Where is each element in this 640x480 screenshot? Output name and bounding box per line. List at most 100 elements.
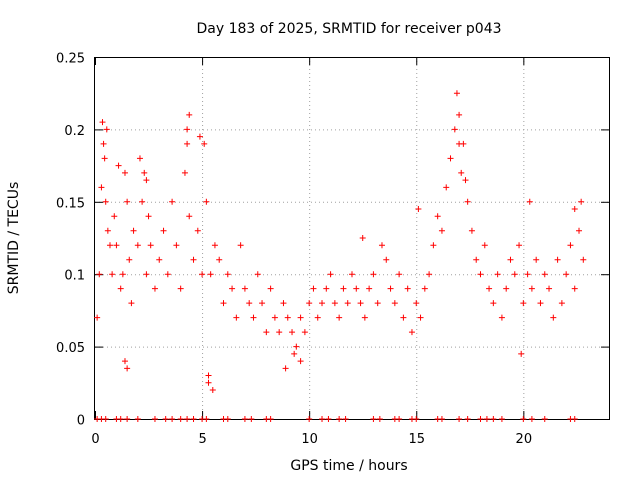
data-point: [181, 169, 188, 176]
data-point: [224, 271, 231, 278]
zero-level-point: [376, 416, 383, 422]
data-point: [443, 184, 450, 191]
data-point: [280, 300, 287, 307]
data-point: [190, 256, 197, 263]
data-point: [447, 155, 454, 162]
plot-frame: [94, 57, 610, 420]
zero-level-point: [134, 416, 141, 422]
zero-level-point: [413, 416, 420, 422]
data-point: [186, 111, 193, 118]
data-point: [563, 271, 570, 278]
chart-title: Day 183 of 2025, SRMTID for receiver p04…: [196, 21, 501, 37]
zero-level-point: [325, 416, 332, 422]
data-point: [396, 271, 403, 278]
data-point: [121, 169, 128, 176]
data-point: [111, 213, 118, 220]
zero-level-point: [477, 416, 484, 422]
data-point: [267, 285, 274, 292]
data-point: [310, 285, 317, 292]
data-point: [100, 140, 107, 147]
data-point: [284, 314, 291, 321]
data-point: [259, 300, 266, 307]
data-point: [516, 242, 523, 249]
data-point: [254, 271, 261, 278]
data-point: [383, 256, 390, 263]
data-point: [263, 329, 270, 336]
data-point: [151, 285, 158, 292]
data-point: [526, 198, 533, 205]
data-point: [571, 285, 578, 292]
zero-level-point: [190, 416, 197, 422]
data-point: [464, 198, 471, 205]
zero-level-point: [520, 416, 527, 422]
data-point: [128, 300, 135, 307]
data-point: [96, 271, 103, 278]
data-point: [130, 227, 137, 234]
data-point: [196, 133, 203, 140]
data-point: [160, 227, 167, 234]
x-axis-label: GPS time / hours: [290, 458, 407, 474]
data-point: [136, 155, 143, 162]
y-tick-label: 0.1: [64, 269, 85, 284]
data-point: [241, 285, 248, 292]
y-tick-label: 0.25: [56, 52, 85, 67]
data-point: [237, 242, 244, 249]
data-point: [104, 227, 111, 234]
data-point: [438, 227, 445, 234]
zero-level-point: [319, 416, 326, 422]
data-point: [201, 140, 208, 147]
data-point: [173, 242, 180, 249]
data-point: [115, 162, 122, 169]
data-point: [109, 271, 116, 278]
zero-level-point: [241, 416, 248, 422]
data-point: [119, 271, 126, 278]
data-point: [404, 285, 411, 292]
data-point: [503, 285, 510, 292]
zero-level-point: [464, 416, 471, 422]
data-point: [558, 300, 565, 307]
x-tick-label: 20: [516, 432, 533, 447]
zero-level-point: [438, 416, 445, 422]
zero-level-point: [456, 416, 463, 422]
data-point: [169, 198, 176, 205]
data-point: [349, 271, 355, 278]
zero-level-point: [124, 416, 131, 422]
data-point: [314, 314, 321, 321]
zero-level-point: [571, 416, 578, 422]
data-point: [458, 169, 465, 176]
data-point: [143, 177, 150, 184]
zero-level-point: [396, 416, 403, 422]
data-point: [468, 227, 475, 234]
y-tick-label: 0.05: [56, 341, 85, 356]
data-point: [207, 271, 214, 278]
data-point: [297, 314, 304, 321]
zero-level-point: [151, 416, 158, 422]
data-point: [494, 271, 501, 278]
data-point: [203, 198, 210, 205]
data-point: [537, 300, 544, 307]
zero-level-point: [169, 416, 176, 422]
data-point: [117, 285, 124, 292]
data-point: [340, 285, 347, 292]
data-point: [323, 285, 330, 292]
data-point: [164, 271, 171, 278]
data-point: [271, 314, 278, 321]
y-tick-label: 0.15: [56, 196, 85, 211]
data-point: [220, 300, 227, 307]
zero-level-point: [267, 416, 274, 422]
data-point: [456, 111, 463, 118]
data-point: [391, 300, 398, 307]
data-point: [415, 206, 422, 213]
zero-level-point: [248, 416, 255, 422]
data-point: [156, 256, 163, 263]
zero-level-point: [490, 416, 497, 422]
zero-level-point: [498, 416, 505, 422]
data-point: [246, 300, 253, 307]
data-point: [434, 213, 441, 220]
data-point: [481, 242, 488, 249]
zero-level-point: [117, 416, 124, 422]
zero-level-point: [162, 416, 169, 422]
data-point: [518, 350, 525, 357]
data-point: [101, 155, 108, 162]
